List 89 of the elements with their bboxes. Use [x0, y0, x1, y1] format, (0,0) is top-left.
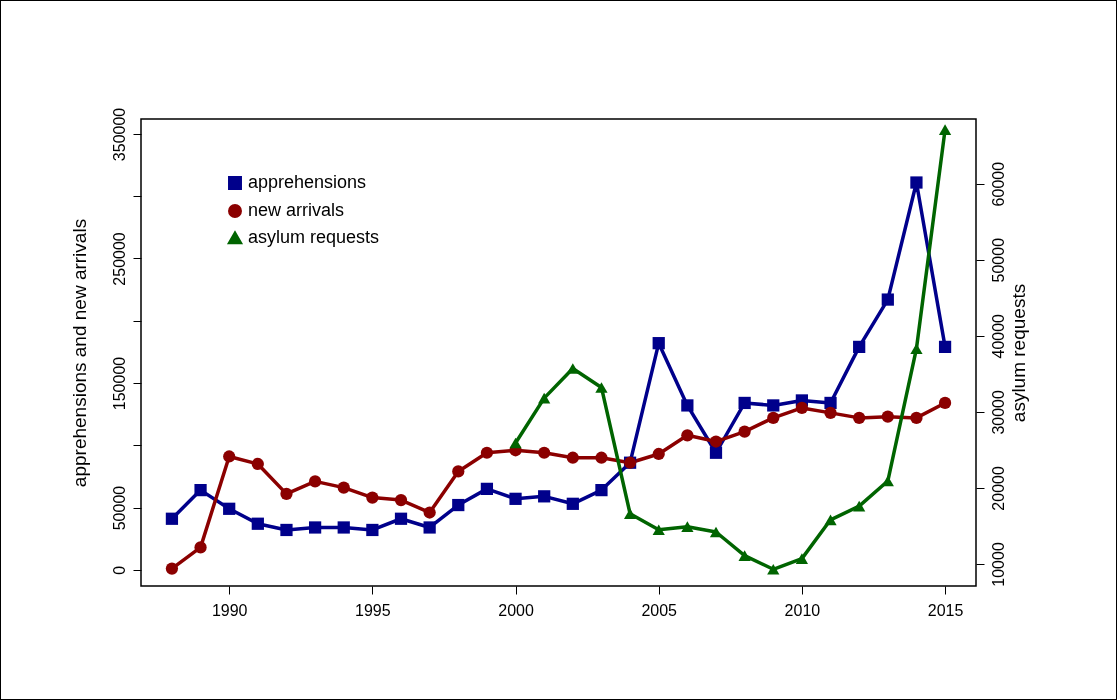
- point: [853, 340, 866, 354]
- point: [824, 396, 837, 410]
- point: [910, 176, 923, 189]
- x-tick-label: 2000: [498, 601, 534, 619]
- legend-label: apprehensions: [248, 172, 367, 192]
- point: [251, 457, 264, 471]
- point: [251, 517, 264, 530]
- point: [423, 506, 436, 519]
- point: [910, 411, 923, 424]
- point: [652, 447, 665, 461]
- point: [538, 490, 551, 503]
- point: [938, 396, 952, 410]
- y-axis-title: apprehensions and new arrivals: [68, 218, 90, 488]
- point: [738, 425, 751, 438]
- y2-tick-label: 50000: [989, 237, 1007, 283]
- legend-label: asylum requests: [248, 227, 380, 247]
- point: [366, 523, 379, 537]
- point: [509, 492, 522, 505]
- y2-tick-label: 60000: [989, 161, 1007, 207]
- point: [223, 502, 236, 515]
- point: [652, 337, 665, 350]
- y2-axis-title: asylum requests: [1007, 283, 1029, 423]
- point: [452, 498, 465, 512]
- point: [767, 411, 780, 424]
- point: [509, 437, 522, 449]
- point: [337, 521, 350, 534]
- point: [738, 396, 751, 410]
- point: [566, 363, 579, 374]
- point: [194, 483, 207, 497]
- y2-tick-label: 40000: [989, 313, 1007, 359]
- y2-tick-label: 10000: [989, 542, 1007, 587]
- x-tick-label: 2010: [784, 601, 821, 619]
- point: [824, 406, 837, 420]
- point: [709, 435, 723, 448]
- point: [480, 446, 494, 459]
- point: [423, 521, 436, 534]
- point: [165, 562, 179, 575]
- x-tick-label: 2005: [641, 601, 678, 619]
- point: [881, 293, 894, 306]
- legend-label: new arrivals: [248, 200, 345, 220]
- point: [366, 491, 379, 504]
- point: [767, 399, 780, 412]
- point: [566, 451, 579, 464]
- point: [738, 550, 751, 561]
- point: [566, 497, 579, 510]
- point: [767, 563, 780, 575]
- point: [595, 382, 608, 393]
- point: [194, 541, 207, 554]
- point: [881, 410, 894, 423]
- point: [910, 343, 923, 354]
- point: [623, 508, 637, 520]
- point: [938, 124, 952, 135]
- point: [394, 512, 408, 525]
- y-tick-label: 50000: [110, 485, 128, 531]
- point: [308, 521, 322, 534]
- point: [795, 553, 809, 564]
- y-tick-label: 250000: [110, 232, 128, 286]
- y2-tick-label: 20000: [989, 466, 1007, 511]
- y-tick-label: 150000: [110, 356, 128, 411]
- point: [480, 482, 494, 495]
- x-tick-label: 2015: [927, 601, 964, 619]
- point: [709, 526, 723, 538]
- point: [223, 450, 236, 463]
- y-tick-label: 0: [110, 565, 128, 575]
- point: [652, 524, 665, 536]
- point: [595, 483, 608, 497]
- point: [853, 500, 866, 512]
- y-tick-label: 350000: [110, 107, 128, 162]
- point: [595, 451, 608, 464]
- point: [538, 446, 551, 459]
- point: [538, 392, 551, 404]
- x-tick-label: 1990: [211, 601, 248, 619]
- point: [280, 523, 293, 537]
- point: [681, 429, 694, 442]
- point: [938, 340, 952, 354]
- point: [337, 481, 350, 494]
- y2-tick-label: 30000: [989, 389, 1007, 435]
- point: [452, 465, 465, 478]
- point: [824, 514, 837, 526]
- point: [280, 487, 293, 500]
- point: [165, 512, 179, 525]
- point: [853, 411, 866, 424]
- point: [394, 493, 408, 507]
- point: [681, 399, 694, 412]
- point: [681, 521, 694, 532]
- point: [709, 446, 723, 459]
- point: [795, 401, 809, 415]
- x-tick-label: 1995: [355, 601, 391, 619]
- point: [308, 475, 322, 488]
